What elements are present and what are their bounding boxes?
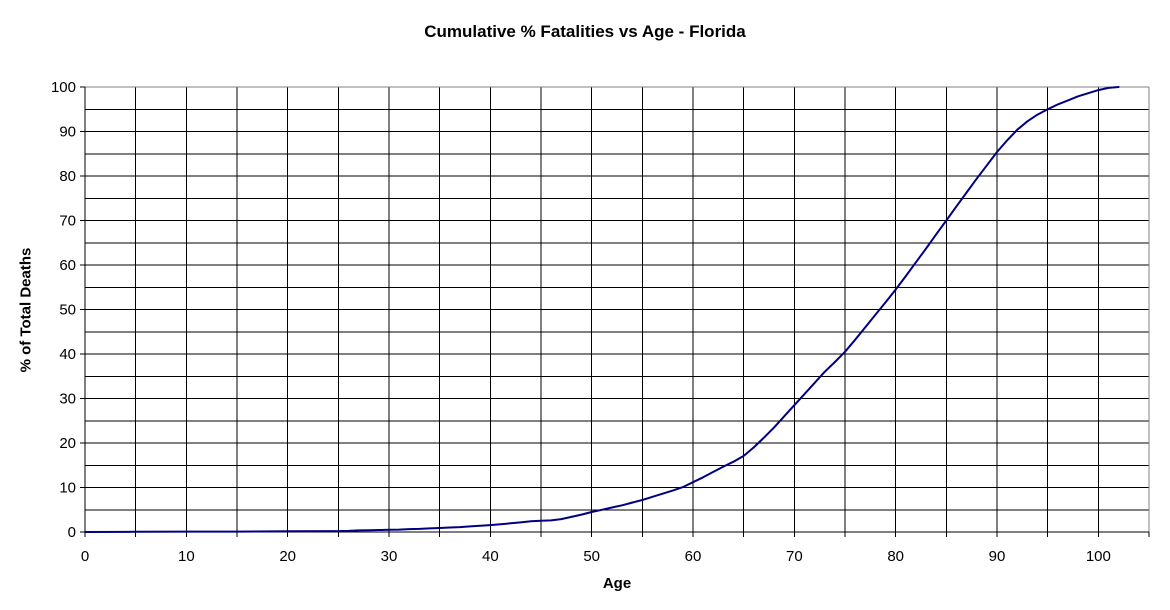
x-tick-label: 90 <box>989 548 1006 565</box>
x-tick-label: 10 <box>178 548 195 565</box>
y-tick-label: 0 <box>68 524 76 541</box>
x-tick-label: 40 <box>482 548 499 565</box>
y-tick-label: 80 <box>59 168 76 185</box>
x-tick-label: 20 <box>279 548 296 565</box>
x-tick-label: 50 <box>583 548 600 565</box>
series-line <box>84 86 1120 533</box>
y-tick-label: 10 <box>59 480 76 497</box>
x-tick-label: 30 <box>381 548 398 565</box>
y-tick-label: 40 <box>59 346 76 363</box>
y-tick-label: 70 <box>59 213 76 230</box>
chart-title: Cumulative % Fatalities vs Age - Florida <box>424 22 746 41</box>
x-tick-label: 60 <box>685 548 702 565</box>
x-tick-label: 70 <box>786 548 803 565</box>
y-tick-label: 30 <box>59 391 76 408</box>
y-tick-label: 60 <box>59 257 76 274</box>
y-tick-label: 90 <box>59 124 76 141</box>
y-tick-label: 100 <box>51 79 76 96</box>
y-tick-label: 20 <box>59 435 76 452</box>
x-tick-label: 80 <box>887 548 904 565</box>
x-tick-label: 100 <box>1086 548 1111 565</box>
y-tick-label: 50 <box>59 302 76 319</box>
x-tick-label: 0 <box>81 548 89 565</box>
x-axis-title: Age <box>602 575 632 592</box>
y-axis-title-text: % of Total Deaths <box>17 247 35 373</box>
